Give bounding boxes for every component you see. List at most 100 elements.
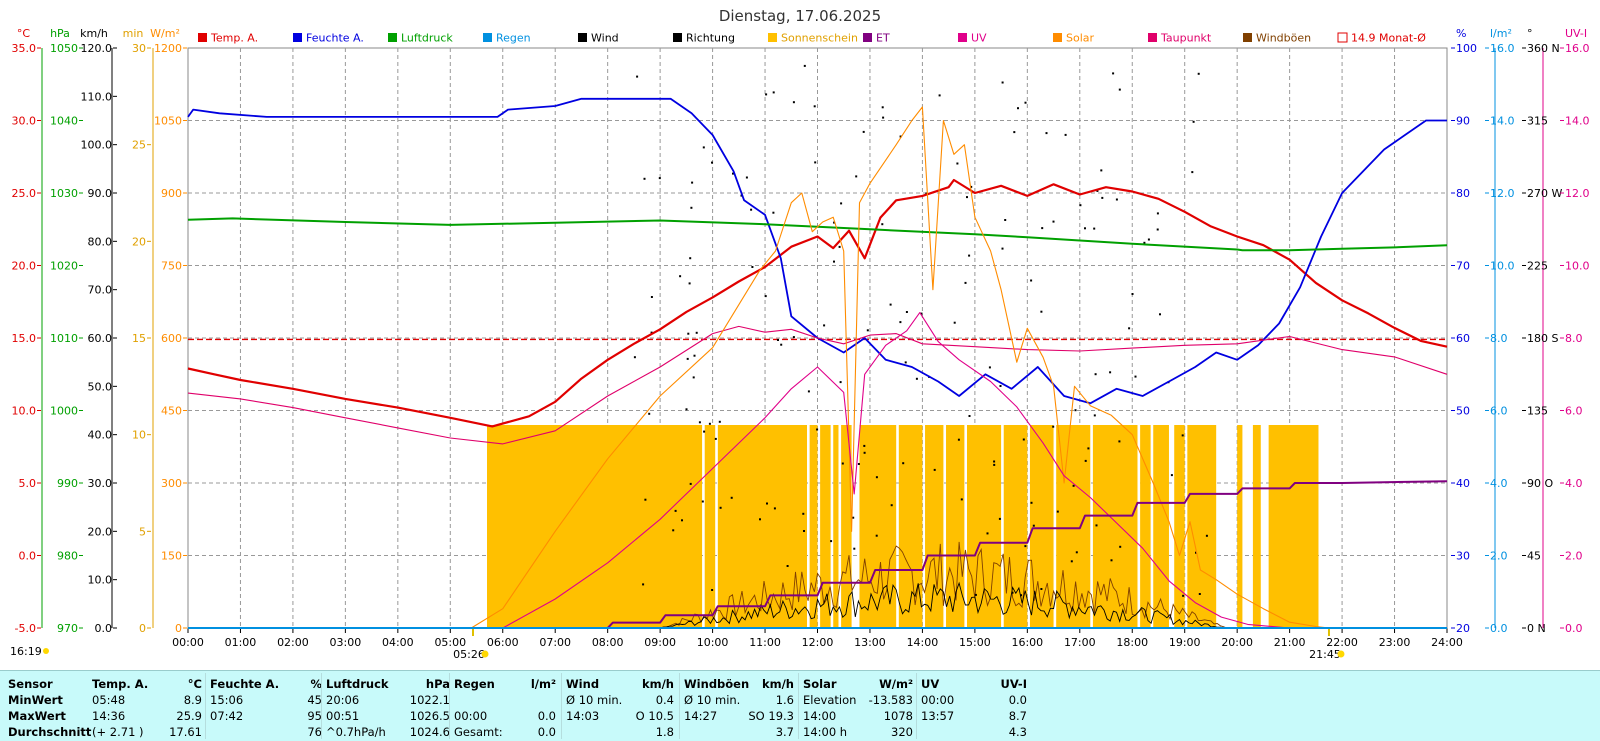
wind-axis-tick: 100.0 (81, 139, 113, 152)
x-tick-label: 17:00 (1064, 636, 1096, 649)
gust-max: SO 19.3 (748, 709, 794, 723)
wind-max: O 10.5 (635, 709, 674, 723)
direction-dot (1110, 559, 1113, 562)
direction-dot (833, 260, 835, 263)
wind-axis-tick: 70.0 (88, 284, 113, 297)
stats-row-label: MinWert (8, 693, 63, 707)
pressure-axis-tick: 1050 (50, 42, 78, 55)
temp-axis-tick: 15.0 (12, 332, 37, 345)
rain-max: 0.0 (537, 709, 556, 723)
direction-dot (1134, 375, 1137, 378)
direction-dot (679, 275, 682, 278)
uv-unit: UV-I (1000, 677, 1027, 691)
x-tick-label: 15:00 (959, 636, 991, 649)
x-tick-label: 07:00 (539, 636, 571, 649)
direction-dot (816, 428, 819, 431)
pressure-axis-tick: 1020 (50, 260, 78, 273)
direction-dot (1128, 327, 1131, 330)
temp-axis-tick: 25.0 (12, 187, 37, 200)
direction-dot (1001, 81, 1004, 84)
direction-dot (695, 331, 698, 334)
direction-dot (650, 331, 653, 334)
direction-dot (765, 93, 768, 96)
temp-min: 8.9 (183, 693, 202, 707)
gust-min-time: Ø 10 min. (684, 693, 741, 707)
direction-dot (633, 356, 636, 359)
direction-dot (708, 422, 711, 425)
sunshine-bar (1268, 425, 1319, 628)
direction-dot (807, 390, 810, 393)
x-tick-label: 03:00 (330, 636, 362, 649)
sun-icon (1337, 650, 1345, 658)
pressure-axis-tick: 1000 (50, 405, 78, 418)
direction-dot (1192, 120, 1195, 123)
wind-axis-tick: 120.0 (81, 42, 113, 55)
direction-dot (881, 106, 884, 109)
current-time-label: 16:19 (10, 645, 42, 658)
rain-axis-tick: 8.0 (1490, 332, 1508, 345)
pressure-avg: 1024.6 (409, 725, 450, 739)
legend-label: Taupunkt (1160, 32, 1212, 45)
direction-dot (711, 161, 713, 164)
rain-axis-tick: 2.0 (1490, 550, 1508, 563)
pressure-unit-label: hPa (50, 27, 70, 40)
wind-min: 0.4 (655, 693, 674, 707)
direction-dot (1052, 425, 1055, 428)
direction-axis-tick: 360 N (1527, 42, 1560, 55)
stats-separator (449, 673, 450, 739)
stats-row-label: Sensor (8, 677, 53, 691)
direction-dot (1182, 594, 1185, 597)
legend-label: Temp. A. (210, 32, 258, 45)
x-tick-label: 22:00 (1326, 636, 1358, 649)
chart-axes: 35.030.025.020.015.010.05.00.0-5.0105010… (10, 27, 1590, 661)
direction-dot (915, 377, 918, 380)
legend-swatch (958, 33, 967, 42)
direction-dot (823, 324, 826, 327)
direction-dot (841, 462, 844, 465)
direction-dot (792, 336, 795, 339)
solar-axis-tick: 450 (161, 405, 182, 418)
wind-unit: km/h (641, 677, 674, 691)
direction-dot (1024, 101, 1027, 104)
pressure-max: 1026.5 (409, 709, 450, 723)
uv-min-time: 00:00 (921, 693, 955, 707)
pressure-axis-tick: 1030 (50, 187, 78, 200)
direction-dot (792, 101, 795, 104)
x-tick-label: 05:00 (434, 636, 466, 649)
direction-dot (1084, 227, 1086, 230)
sunshine-bar (1187, 425, 1217, 628)
temp-axis-tick: 0.0 (19, 550, 37, 563)
gust-title: Windböen (684, 677, 750, 691)
stats-separator (679, 673, 680, 739)
pressure-axis-tick: 990 (57, 477, 78, 490)
humidity-max-time: 07:42 (210, 709, 244, 723)
direction-dot (714, 437, 717, 440)
direction-axis-tick: 315 (1527, 115, 1548, 128)
temp-title: Temp. A. (92, 677, 149, 691)
legend-swatch (293, 33, 302, 42)
sunshine-axis-tick: 10 (132, 429, 146, 442)
direction-dot (690, 206, 693, 209)
solar-axis-tick: 1200 (154, 42, 182, 55)
direction-dot (1040, 588, 1043, 590)
direction-dot (1024, 545, 1027, 548)
sunshine-bar (1003, 425, 1028, 628)
direction-dot (1074, 409, 1077, 412)
direction-dot (840, 202, 843, 205)
direction-dot (698, 421, 701, 424)
direction-dot (691, 181, 694, 184)
sunrise-label: 05:26 (453, 648, 485, 661)
direction-dot (1079, 204, 1082, 207)
direction-dot (786, 565, 789, 567)
legend-label: Sonnenschein (781, 32, 858, 45)
temp-avg-note: (+ 2.71 ) (92, 725, 144, 739)
direction-dot (1109, 371, 1112, 374)
rain-axis-tick: 0.0 (1490, 622, 1508, 635)
sunshine-bar (1237, 425, 1243, 628)
series-line (534, 480, 1448, 629)
direction-dot (890, 504, 893, 507)
direction-dot (999, 385, 1002, 387)
sunshine-axis-tick: 5 (139, 525, 146, 538)
direction-dot (1004, 219, 1007, 221)
solar-unit: W/m² (879, 677, 913, 691)
